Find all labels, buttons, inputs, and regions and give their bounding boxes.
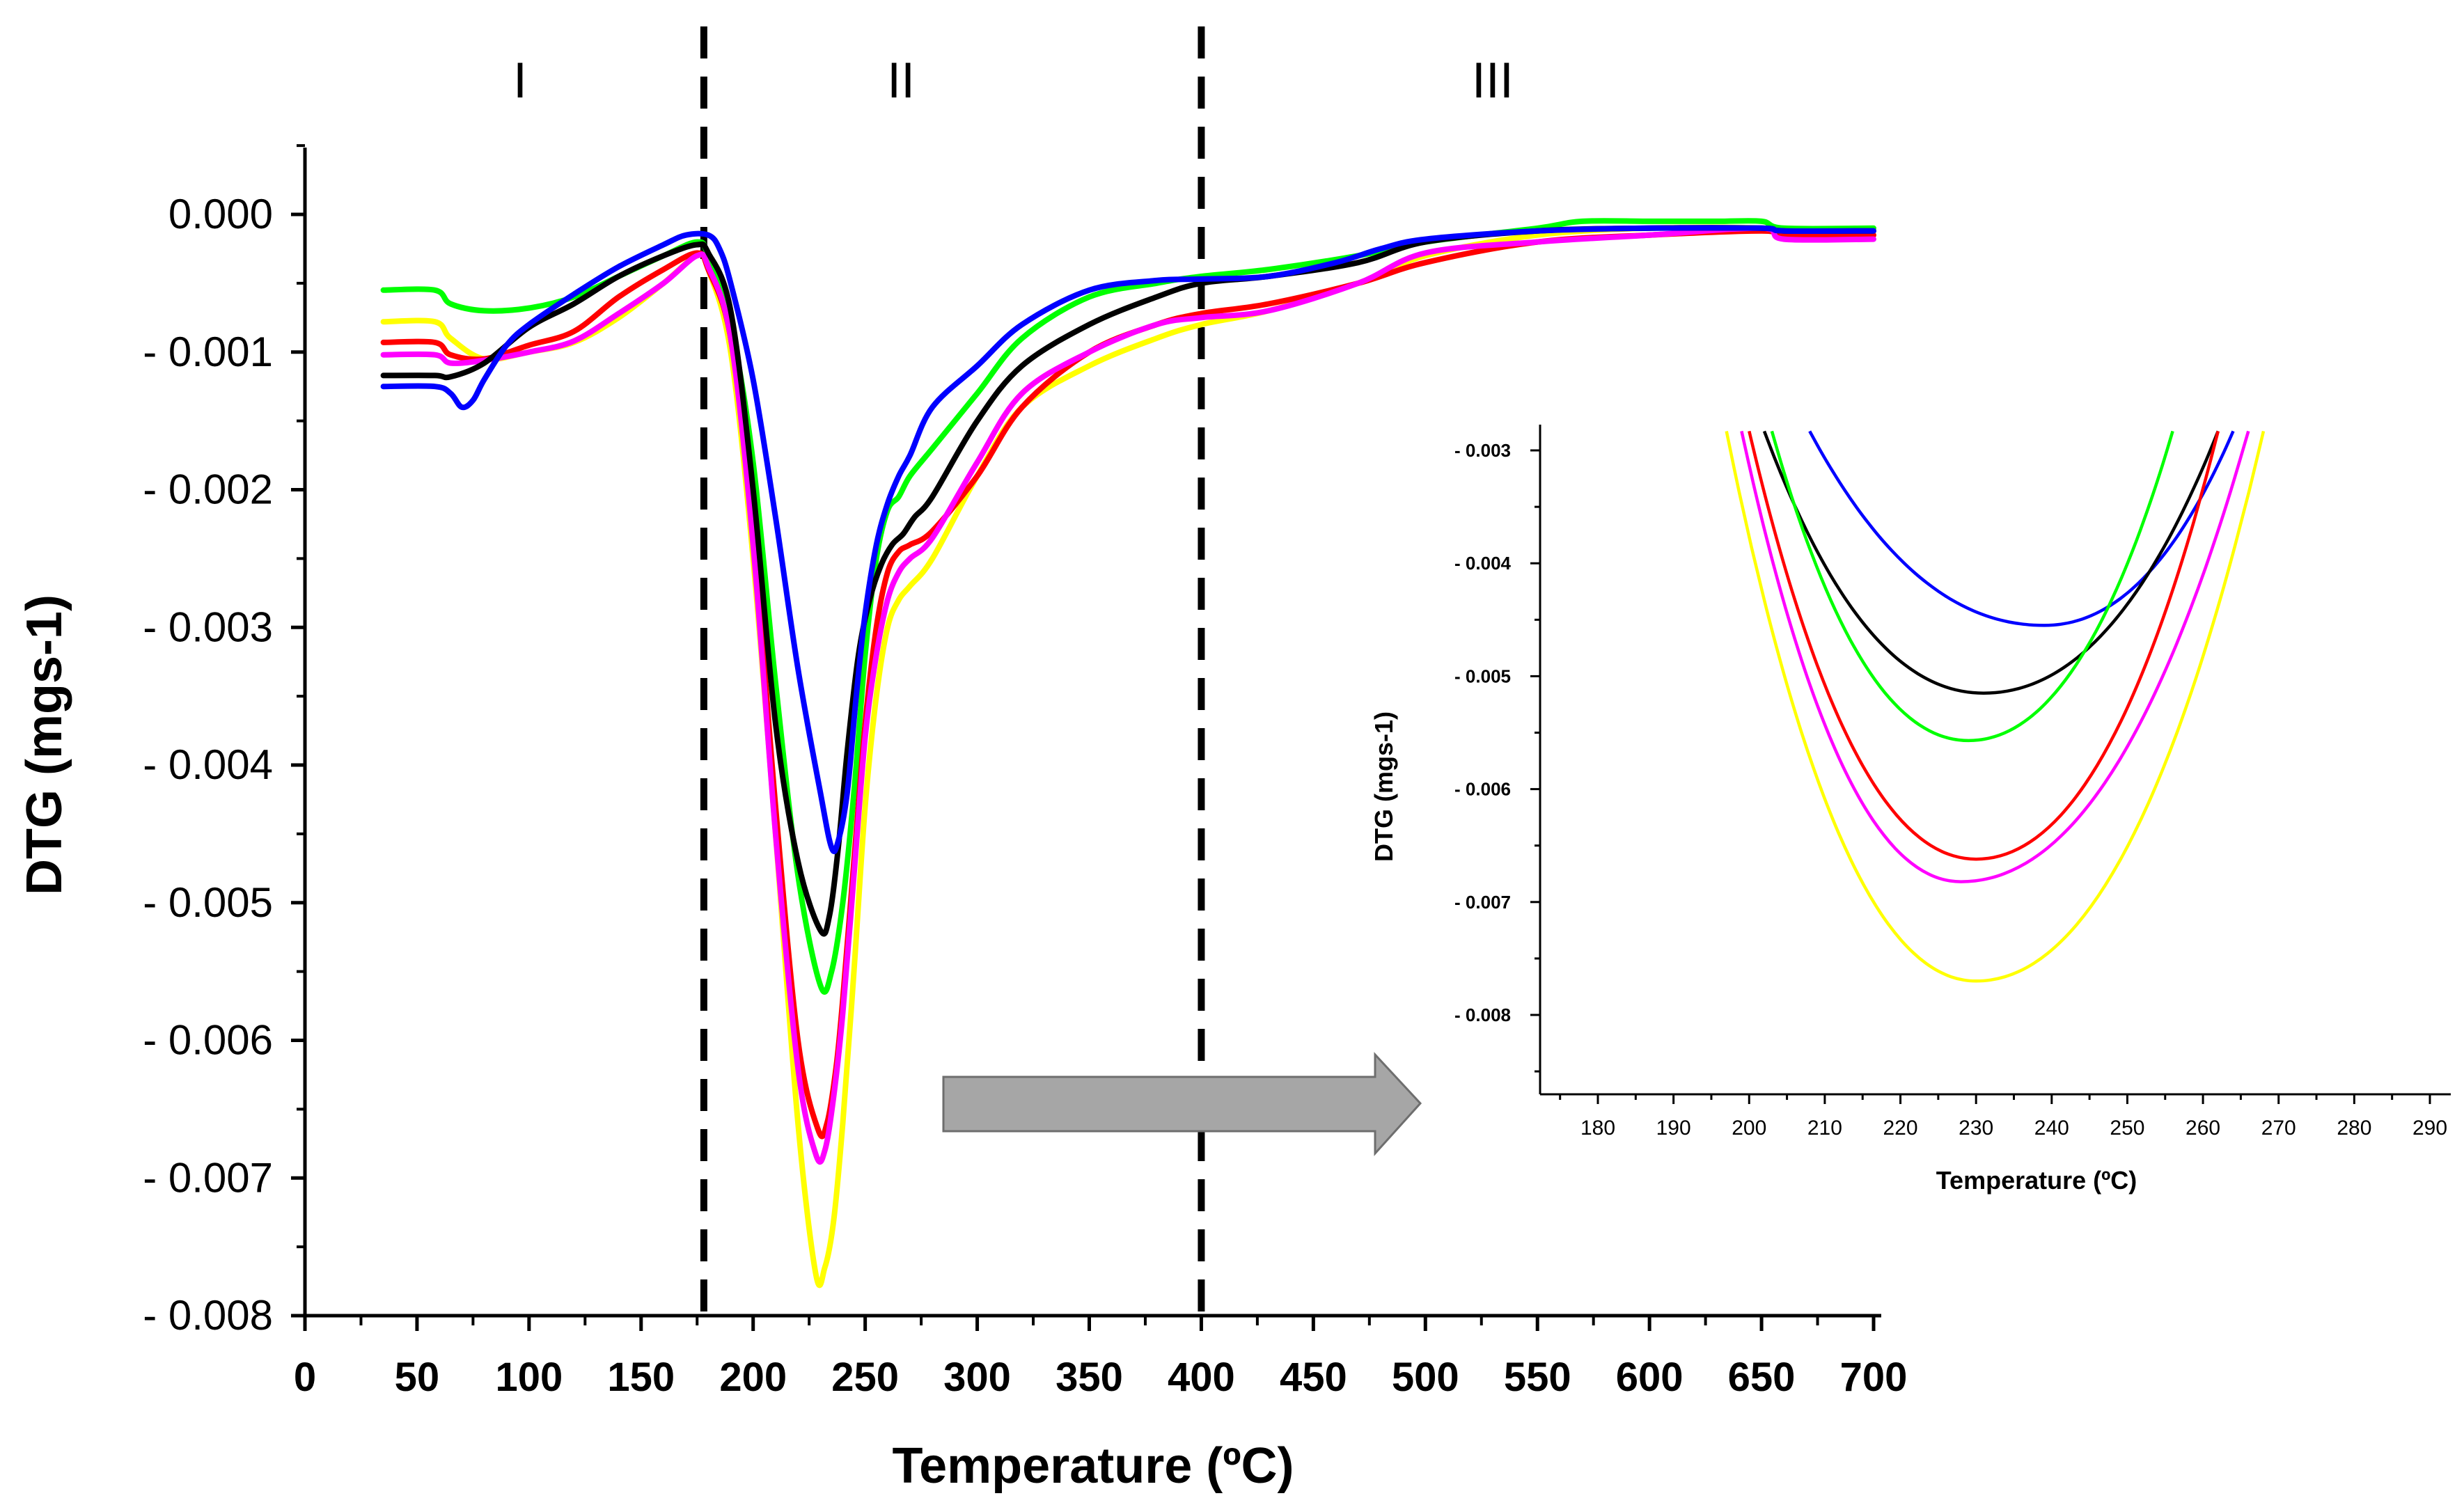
main-y-tick-label: - 0.007 <box>143 1154 273 1201</box>
main-x-tick-label: 550 <box>1504 1355 1571 1400</box>
inset-series-line-magenta <box>1740 430 2250 883</box>
inset-series-line-blue <box>1808 430 2235 627</box>
series-line-magenta <box>380 225 1876 1165</box>
inset-chart: - 0.003 - 0.004 - 0.005 - 0.006 - 0.007 - 0.0… <box>1370 425 2451 1195</box>
main-x-tick-label: 50 <box>395 1355 440 1400</box>
main-x-tick-label: 0 <box>294 1355 316 1400</box>
main-y-tick-label: - 0.002 <box>143 466 273 513</box>
main-x-tick-label: 200 <box>719 1355 787 1400</box>
main-x-tick-label: 100 <box>495 1355 563 1400</box>
inset-x-tick-label: 260 <box>2186 1117 2220 1140</box>
inset-x-tick-label: 210 <box>1807 1117 1842 1140</box>
main-chart: 0.000 - 0.001 - 0.002 - 0.003 - 0.004 - 0.005… <box>17 26 1907 1494</box>
inset-x-tick-label: 180 <box>1580 1117 1615 1140</box>
inset-series-group <box>1725 430 2266 983</box>
inset-series-line-yellow <box>1725 430 2266 983</box>
main-y-tick-label: - 0.008 <box>143 1292 273 1339</box>
inset-x-tick-label: 290 <box>2412 1117 2447 1140</box>
region-label: III <box>1472 53 1514 109</box>
series-line-blue <box>380 225 1876 855</box>
inset-y-tick-label: - 0.005 <box>1454 665 1511 686</box>
main-x-tick-label: 350 <box>1056 1355 1123 1400</box>
inset-y-axis-title: DTG (mgs-1) <box>1370 711 1398 862</box>
series-line-red <box>380 228 1876 1140</box>
main-y-tick-label: - 0.004 <box>143 741 273 788</box>
main-x-tick-label: 150 <box>607 1355 675 1400</box>
inset-x-tick-label: 250 <box>2110 1117 2144 1140</box>
main-series-group <box>380 218 1876 1289</box>
main-axes: 0.000 - 0.001 - 0.002 - 0.003 - 0.004 - 0.005… <box>143 144 1908 1400</box>
main-y-tick-label: - 0.001 <box>143 329 273 375</box>
main-x-tick-label: 400 <box>1168 1355 1235 1400</box>
inset-x-tick-label: 220 <box>1883 1117 1918 1140</box>
main-x-axis-title: Temperature (ºC) <box>892 1438 1294 1494</box>
inset-x-tick-label: 190 <box>1656 1117 1691 1140</box>
inset-y-tick-label: - 0.006 <box>1454 779 1511 800</box>
zoom-arrow-icon <box>942 1052 1422 1156</box>
inset-y-tick-label: - 0.004 <box>1454 553 1511 574</box>
main-y-tick-label: - 0.006 <box>143 1017 273 1064</box>
region-label: II <box>887 53 915 109</box>
inset-y-tick-label: - 0.003 <box>1454 440 1511 461</box>
inset-x-tick-label: 280 <box>2337 1117 2371 1140</box>
inset-series-line-green <box>1770 430 2174 743</box>
inset-x-tick-label: 230 <box>1959 1117 1993 1140</box>
main-x-tick-label: 250 <box>831 1355 899 1400</box>
main-x-tick-label: 500 <box>1392 1355 1459 1400</box>
main-y-tick-label: 0.000 <box>168 191 273 237</box>
inset-x-axis-title: Temperature (ºC) <box>1936 1166 2137 1195</box>
main-x-tick-label: 700 <box>1840 1355 1908 1400</box>
inset-axes: - 0.003 - 0.004 - 0.005 - 0.006 - 0.007 - 0.0… <box>1454 425 2451 1140</box>
main-y-tick-label: - 0.003 <box>143 604 273 650</box>
inset-y-tick-label: - 0.007 <box>1454 892 1511 913</box>
main-x-tick-label: 450 <box>1280 1355 1347 1400</box>
main-y-tick-label: - 0.005 <box>143 879 273 926</box>
inset-x-tick-label: 270 <box>2261 1117 2296 1140</box>
main-y-axis-title: DTG (mgs-1) <box>17 594 72 895</box>
main-x-tick-label: 600 <box>1616 1355 1684 1400</box>
main-x-tick-label: 300 <box>943 1355 1011 1400</box>
inset-x-tick-label: 240 <box>2034 1117 2069 1140</box>
inset-x-tick-label: 200 <box>1732 1117 1766 1140</box>
inset-y-tick-label: - 0.008 <box>1454 1004 1511 1025</box>
main-x-tick-label: 650 <box>1728 1355 1796 1400</box>
inset-series-line-black <box>1762 430 2220 695</box>
inset-series-line-red <box>1748 430 2220 861</box>
region-labels: I II III <box>513 53 1514 109</box>
region-label: I <box>513 53 527 109</box>
